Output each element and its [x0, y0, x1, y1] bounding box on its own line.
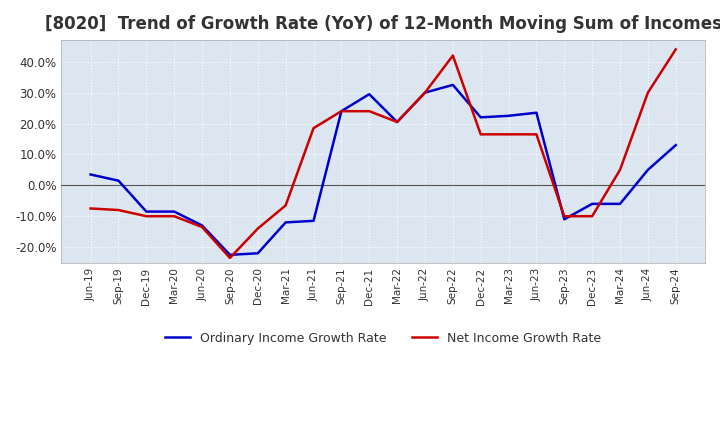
Ordinary Income Growth Rate — [532, 110, 541, 115]
Net Income Growth Rate — [644, 90, 652, 95]
Net Income Growth Rate — [393, 119, 402, 125]
Ordinary Income Growth Rate — [86, 172, 95, 177]
Ordinary Income Growth Rate — [365, 92, 374, 97]
Ordinary Income Growth Rate — [504, 113, 513, 118]
Title: [8020]  Trend of Growth Rate (YoY) of 12-Month Moving Sum of Incomes: [8020] Trend of Growth Rate (YoY) of 12-… — [45, 15, 720, 33]
Net Income Growth Rate — [504, 132, 513, 137]
Ordinary Income Growth Rate — [337, 109, 346, 114]
Ordinary Income Growth Rate — [672, 143, 680, 148]
Ordinary Income Growth Rate — [393, 119, 402, 125]
Ordinary Income Growth Rate — [616, 201, 624, 206]
Net Income Growth Rate — [309, 125, 318, 131]
Ordinary Income Growth Rate — [170, 209, 179, 214]
Net Income Growth Rate — [365, 109, 374, 114]
Ordinary Income Growth Rate — [644, 167, 652, 172]
Net Income Growth Rate — [420, 90, 429, 95]
Ordinary Income Growth Rate — [225, 252, 234, 257]
Net Income Growth Rate — [225, 255, 234, 260]
Ordinary Income Growth Rate — [253, 251, 262, 256]
Ordinary Income Growth Rate — [588, 201, 596, 206]
Line: Ordinary Income Growth Rate: Ordinary Income Growth Rate — [91, 85, 676, 255]
Line: Net Income Growth Rate: Net Income Growth Rate — [91, 49, 676, 258]
Net Income Growth Rate — [198, 224, 207, 230]
Net Income Growth Rate — [114, 207, 123, 213]
Net Income Growth Rate — [86, 206, 95, 211]
Net Income Growth Rate — [672, 47, 680, 52]
Ordinary Income Growth Rate — [282, 220, 290, 225]
Ordinary Income Growth Rate — [142, 209, 150, 214]
Ordinary Income Growth Rate — [560, 216, 569, 222]
Net Income Growth Rate — [560, 213, 569, 219]
Legend: Ordinary Income Growth Rate, Net Income Growth Rate: Ordinary Income Growth Rate, Net Income … — [161, 327, 606, 350]
Net Income Growth Rate — [337, 109, 346, 114]
Net Income Growth Rate — [588, 213, 596, 219]
Net Income Growth Rate — [616, 167, 624, 172]
Net Income Growth Rate — [142, 213, 150, 219]
Ordinary Income Growth Rate — [198, 223, 207, 228]
Net Income Growth Rate — [477, 132, 485, 137]
Net Income Growth Rate — [449, 53, 457, 58]
Ordinary Income Growth Rate — [420, 90, 429, 95]
Ordinary Income Growth Rate — [449, 82, 457, 88]
Net Income Growth Rate — [282, 203, 290, 208]
Ordinary Income Growth Rate — [114, 178, 123, 183]
Net Income Growth Rate — [170, 213, 179, 219]
Net Income Growth Rate — [253, 226, 262, 231]
Ordinary Income Growth Rate — [477, 115, 485, 120]
Ordinary Income Growth Rate — [309, 218, 318, 224]
Net Income Growth Rate — [532, 132, 541, 137]
